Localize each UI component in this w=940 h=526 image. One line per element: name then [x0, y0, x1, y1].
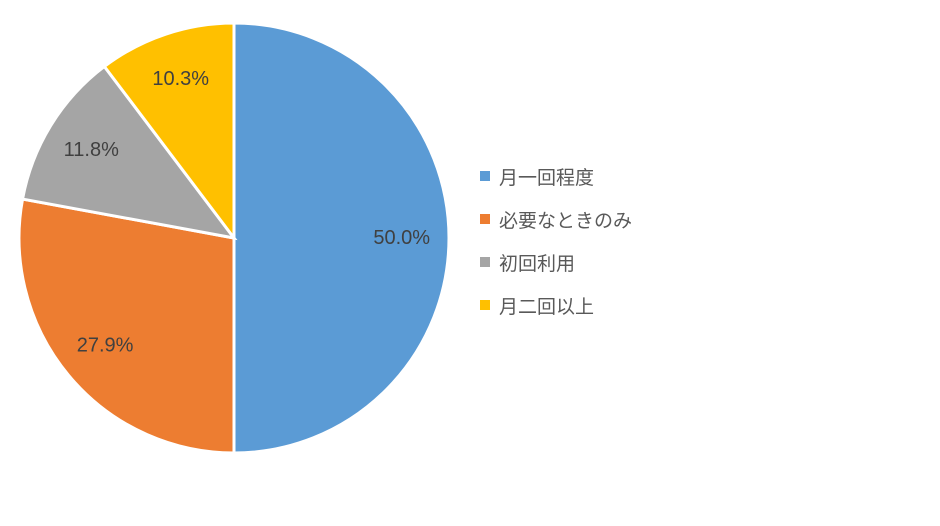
- pie-slice-2: [20, 64, 238, 241]
- legend-label: 月一回程度: [499, 167, 595, 189]
- legend-item: 月二回以上: [480, 295, 632, 318]
- pie-data-label-0: 50.0%: [373, 227, 430, 249]
- legend-label: 初回利用: [499, 253, 576, 275]
- legend-swatch-icon: [480, 257, 490, 267]
- legend: 月一回程度 必要なときのみ 初回利用 月二回以上: [480, 166, 632, 338]
- legend-item: 月一回程度: [480, 166, 632, 189]
- pie-slice-1: [17, 197, 236, 455]
- legend-item: 必要なときのみ: [480, 209, 632, 232]
- pie-slice-3: [102, 21, 236, 243]
- legend-swatch-icon: [480, 214, 490, 224]
- legend-label: 必要なときのみ: [499, 210, 633, 232]
- pie-data-label-1: 27.9%: [77, 334, 134, 356]
- legend-swatch-icon: [480, 171, 490, 181]
- legend-swatch-icon: [480, 300, 490, 310]
- legend-label: 月二回以上: [499, 296, 595, 318]
- pie-data-label-2: 11.8%: [64, 139, 119, 161]
- pie-data-label-3: 10.3%: [152, 68, 209, 90]
- pie-slice-0: [232, 21, 451, 455]
- legend-item: 初回利用: [480, 252, 632, 275]
